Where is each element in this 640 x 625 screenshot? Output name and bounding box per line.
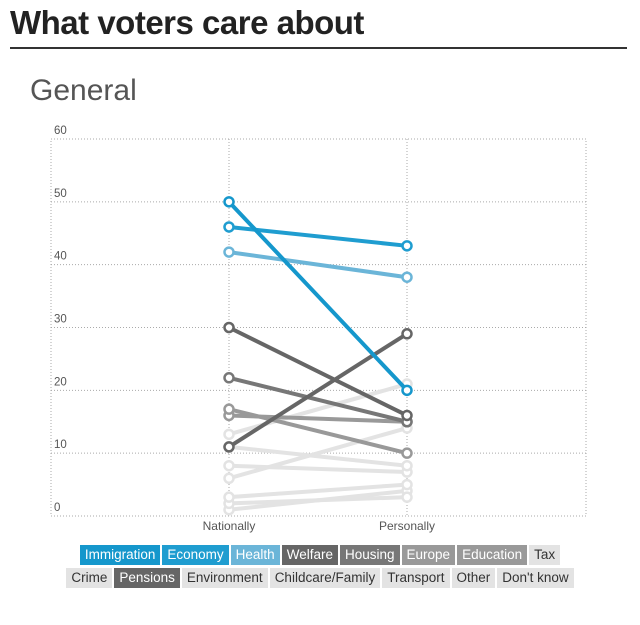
legend-item-other[interactable]: Other	[451, 568, 496, 588]
legend-item-crime[interactable]: Crime	[66, 568, 113, 588]
data-point	[401, 447, 413, 459]
title-divider	[10, 47, 627, 49]
data-point	[401, 384, 413, 397]
series-line	[227, 482, 409, 500]
legend-item-housing[interactable]: Housing	[339, 545, 400, 565]
legend-item-childcare-family[interactable]: Childcare/Family	[269, 568, 381, 588]
data-point	[223, 321, 235, 334]
series-education	[223, 403, 413, 459]
legend-item-health[interactable]: Health	[230, 545, 280, 565]
data-point	[223, 221, 235, 233]
series-environment	[223, 478, 413, 503]
data-point	[401, 271, 413, 283]
chart-legend: Immigration Economy Health Welfare Housing Eu…	[60, 543, 580, 589]
x-tick-label: Personally	[379, 519, 435, 533]
data-point	[401, 491, 413, 503]
y-tick-label: 10	[54, 439, 67, 451]
data-point	[401, 328, 413, 340]
series-line	[227, 444, 409, 468]
data-point	[401, 459, 413, 472]
page-title: What voters care about	[10, 4, 364, 41]
series-pensions	[223, 328, 413, 453]
legend-item-environment[interactable]: Environment	[181, 568, 268, 588]
series-line	[227, 199, 409, 393]
series-welfare	[223, 321, 413, 422]
legend-item-education[interactable]: Education	[457, 545, 528, 565]
y-tick-label: 0	[54, 502, 60, 514]
legend-item-tax[interactable]: Tax	[529, 545, 561, 565]
legend-item-economy[interactable]: Economy	[162, 545, 229, 565]
data-point	[401, 409, 413, 422]
series-line	[227, 495, 409, 506]
data-point	[401, 240, 413, 252]
legend-item-transport[interactable]: Transport	[382, 568, 450, 588]
series-line	[227, 250, 409, 280]
series-line	[227, 375, 409, 424]
legend-item-europe[interactable]: Europe	[401, 545, 456, 565]
series-transport	[223, 459, 413, 478]
series-line	[227, 463, 409, 475]
data-point	[223, 459, 235, 472]
series-line	[227, 331, 409, 449]
slope-chart: 0 10 20 30 40 50 60 Nationally Personally	[50, 125, 587, 533]
series-line	[227, 224, 409, 248]
data-point	[223, 472, 235, 485]
x-tick-label: Nationally	[203, 519, 256, 533]
series-economy	[223, 221, 413, 252]
legend-item-welfare[interactable]: Welfare	[281, 545, 338, 565]
series-line	[227, 325, 409, 418]
data-point	[223, 491, 235, 503]
series-line	[227, 426, 409, 481]
legend-item-don-t-know[interactable]: Don't know	[497, 568, 574, 588]
data-point	[401, 478, 413, 491]
data-point	[223, 196, 235, 208]
series-health	[223, 246, 413, 283]
data-point	[223, 441, 235, 453]
data-point	[223, 246, 235, 258]
y-tick-label: 20	[54, 376, 67, 388]
data-point	[223, 403, 235, 415]
y-tick-label: 60	[54, 125, 67, 137]
legend-item-pensions[interactable]: Pensions	[114, 568, 180, 588]
y-tick-label: 30	[54, 314, 67, 326]
y-tick-label: 50	[54, 188, 67, 200]
data-point	[223, 372, 235, 384]
chart-subtitle: General	[30, 74, 137, 107]
series-immigration	[223, 196, 413, 397]
series-line	[227, 407, 409, 456]
data-point	[223, 428, 235, 441]
y-tick-label: 40	[54, 251, 67, 263]
legend-item-immigration[interactable]: Immigration	[79, 545, 161, 565]
